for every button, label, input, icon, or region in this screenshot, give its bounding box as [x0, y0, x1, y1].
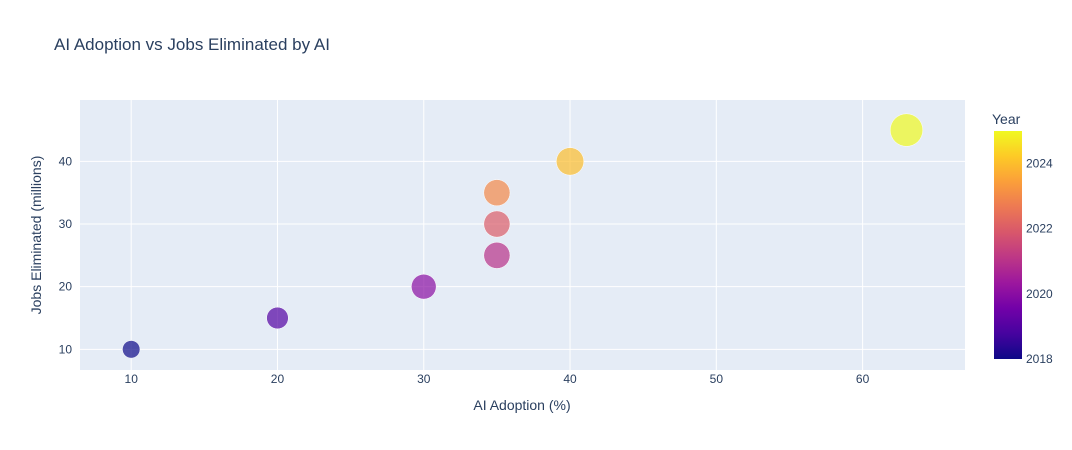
colorbar-tick-label: 2022 — [1026, 222, 1053, 236]
colorbar-tick-labels: 2018 2020 2022 2024 — [1026, 157, 1053, 366]
x-tick-label: 40 — [563, 372, 577, 386]
x-tick-label: 60 — [856, 372, 870, 386]
y-tick-labels: 10 20 30 40 — [59, 154, 73, 356]
y-tick-label: 30 — [59, 217, 73, 231]
chart-title: AI Adoption vs Jobs Eliminated by AI — [54, 35, 330, 54]
x-tick-label: 50 — [710, 372, 724, 386]
colorbar-tick-label: 2020 — [1026, 287, 1053, 301]
data-point — [266, 306, 289, 330]
x-tick-label: 20 — [271, 372, 285, 386]
data-point — [483, 179, 511, 207]
colorbar-tick-label: 2024 — [1026, 157, 1053, 171]
y-axis-title: Jobs Eliminated (millions) — [28, 156, 44, 315]
data-point — [122, 340, 141, 359]
data-point — [483, 210, 511, 238]
colorbar — [994, 131, 1022, 359]
plot-area — [80, 100, 965, 370]
y-tick-label: 20 — [59, 280, 73, 294]
data-point — [483, 241, 511, 269]
data-point — [556, 147, 585, 176]
data-points — [122, 113, 924, 359]
x-tick-labels: 10 20 30 40 50 60 — [125, 372, 870, 386]
grid — [80, 100, 965, 370]
x-tick-label: 30 — [417, 372, 431, 386]
colorbar-tick-label: 2018 — [1026, 352, 1053, 366]
y-tick-label: 40 — [59, 154, 73, 168]
x-axis-title: AI Adoption (%) — [473, 397, 570, 413]
data-point — [889, 113, 924, 147]
colorbar-title: Year — [992, 111, 1021, 127]
y-tick-label: 10 — [59, 342, 73, 356]
x-tick-label: 10 — [125, 372, 139, 386]
data-point — [411, 274, 437, 300]
